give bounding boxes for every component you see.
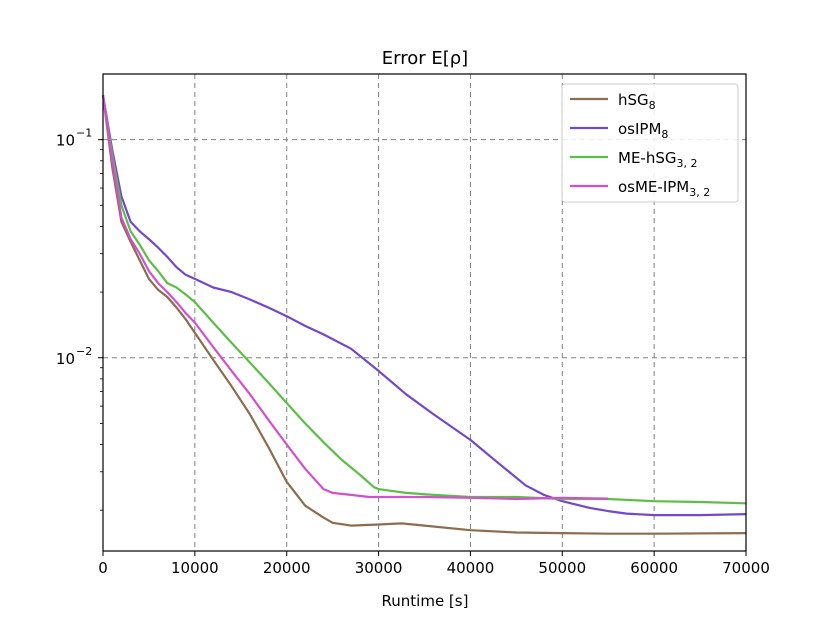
x-tick-label: 30000 — [355, 559, 403, 577]
y-tick-exponent: −2 — [76, 345, 92, 358]
legend: hSG8 osIPM8 ME-hSG3, 2 osME-IPM3, 2 — [561, 83, 739, 203]
chart-title: Error E[ρ] — [382, 48, 468, 69]
y-tick-exponent: −1 — [76, 127, 92, 140]
legend-label: osME-IPM3, 2 — [618, 178, 710, 199]
legend-label: ME-hSG3, 2 — [618, 149, 697, 170]
legend-label: osIPM8 — [618, 120, 668, 141]
y-tick-label: 10 — [56, 132, 75, 150]
x-tick-label: 70000 — [722, 559, 770, 577]
x-tick-label: 10000 — [171, 559, 219, 577]
series-lines — [101, 94, 747, 535]
x-tick-label: 0 — [98, 559, 108, 577]
x-axis-label: Runtime [s] — [382, 592, 469, 610]
x-tick-label: 20000 — [263, 559, 311, 577]
series-line-me-hsg — [101, 94, 747, 505]
plot-frame — [102, 73, 747, 552]
legend-box — [561, 83, 739, 203]
series-line-osme-ipm — [101, 94, 609, 501]
x-tick-label: 50000 — [538, 559, 586, 577]
x-tick-label: 60000 — [630, 559, 678, 577]
x-tick-label: 40000 — [447, 559, 495, 577]
legend-label: hSG8 — [618, 91, 656, 112]
y-tick-label: 10 — [56, 350, 75, 368]
series-line-hsg — [101, 94, 747, 535]
series-line-osipm — [101, 94, 747, 517]
